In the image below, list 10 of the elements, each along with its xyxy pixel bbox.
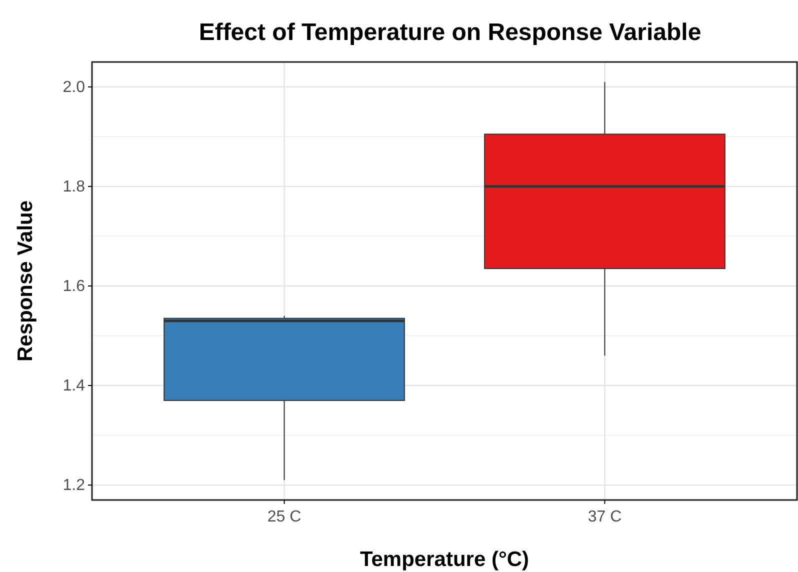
y-tick-label: 1.8 — [62, 178, 86, 196]
x-axis-title: Temperature (°C) — [360, 548, 530, 571]
y-axis-title: Response Value — [14, 200, 37, 362]
y-tick-label: 1.4 — [62, 378, 86, 395]
x-tick-label: 37 C — [588, 508, 622, 526]
y-tick-label: 1.6 — [62, 278, 86, 296]
x-tick-label: 25 C — [267, 508, 302, 526]
y-tick-label: 1.2 — [62, 477, 86, 494]
chart-title: Effect of Temperature on Response Variable — [198, 19, 702, 46]
y-tick-label: 2.0 — [62, 79, 86, 96]
